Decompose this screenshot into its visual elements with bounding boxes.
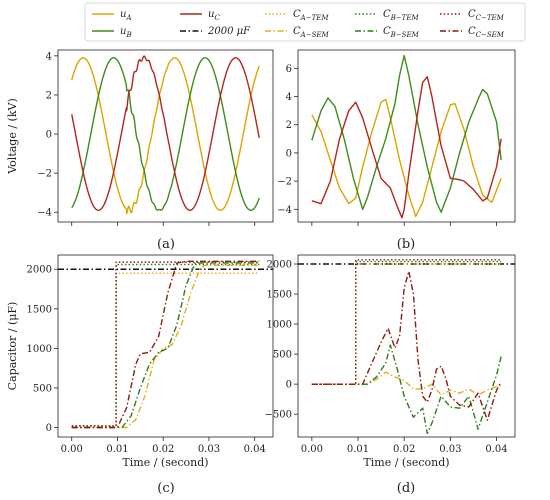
y-tick-label: 2 xyxy=(46,90,52,101)
x-tick-label: 0.00 xyxy=(301,444,323,455)
legend-label-CBSEM: CB−SEM xyxy=(383,26,420,39)
series-line-C-C-SEM xyxy=(71,260,260,429)
legend: uA uC CA−TEM CB−TEM CC−TEM uB 2000 μF CA−SEM CB−… xyxy=(84,2,526,42)
y-tick-label: 0 xyxy=(46,423,52,434)
x-tick-label: 0.03 xyxy=(439,444,461,455)
y-tick-label: −500 xyxy=(265,410,292,421)
panel-a: −4 −2 0 2 4 Voltage / (kV) xyxy=(6,49,274,226)
y-axis-label: Capacitor / (μF) xyxy=(6,302,19,391)
panel-label-b: (b) xyxy=(397,237,415,252)
series-line-u-C xyxy=(71,55,260,211)
y-tick-label: 1500 xyxy=(267,290,292,301)
y-tick-label: 0 xyxy=(286,148,292,159)
y-tick-label: 0 xyxy=(286,380,292,391)
x-tick-label: 0.00 xyxy=(61,444,83,455)
x-axis-label: Time / (second) xyxy=(363,456,449,469)
y-tick-label: 500 xyxy=(33,383,52,394)
y-tick-label: 1000 xyxy=(267,320,292,331)
y-tick-label: −2 xyxy=(277,177,292,188)
legend-label-CCTEM: CC−TEM xyxy=(468,9,505,22)
x-tick-label: 0.02 xyxy=(393,444,415,455)
plot-area xyxy=(58,260,273,429)
y-tick-label: 1500 xyxy=(27,304,52,315)
y-tick-label: −2 xyxy=(37,169,52,180)
legend-label-CBTEM: CB−TEM xyxy=(383,9,419,22)
axes-frame xyxy=(297,254,516,438)
x-tick-label: 0.01 xyxy=(106,444,128,455)
axes-frame xyxy=(57,254,274,438)
series-line-C-A-SEM xyxy=(71,264,260,429)
panel-b: −4 −2 0 2 4 6 xyxy=(277,49,516,226)
series-line-u-C xyxy=(311,76,502,219)
axes-frame xyxy=(57,49,274,223)
x-tick-label: 0.03 xyxy=(198,444,220,455)
x-axis-label: Time / (second) xyxy=(122,456,208,469)
series-line-u-A xyxy=(71,57,260,215)
legend-label-CASEM: CA−SEM xyxy=(293,26,329,39)
series-line-C-B-SEM xyxy=(311,344,502,435)
series-line-C-C-SEM xyxy=(311,270,502,421)
y-tick-label: 4 xyxy=(46,51,52,62)
panel-d: −500 0 500 1000 1500 2000 0.00 0.01 0.02 0.03 0.04… xyxy=(265,254,516,469)
series-line-C-C-TEM xyxy=(311,259,502,385)
series-line-u-B xyxy=(311,54,502,213)
x-tick-label: 0.01 xyxy=(347,444,369,455)
x-tick-label: 0.04 xyxy=(485,444,507,455)
series-line-C-B-SEM xyxy=(71,262,260,429)
plot-area xyxy=(71,55,260,215)
y-tick-label: 0 xyxy=(46,130,52,141)
y-tick-label: 2000 xyxy=(27,265,52,276)
legend-label-uA: uA xyxy=(120,9,132,22)
x-tick-label: 0.02 xyxy=(152,444,174,455)
series-line-u-B xyxy=(71,57,260,211)
x-tick-label: 0.04 xyxy=(244,444,266,455)
legend-label-uC: uC xyxy=(208,9,220,22)
y-tick-label: −4 xyxy=(277,205,292,216)
y-tick-label: 6 xyxy=(286,64,292,75)
panel-c: 0 500 1000 1500 2000 0.00 0.01 0.02 0.03 0.04 Capa… xyxy=(6,254,274,469)
series-line-C-C-TEM xyxy=(71,261,260,427)
legend-label-CATEM: CA−TEM xyxy=(293,9,329,22)
y-tick-label: 2000 xyxy=(267,260,292,271)
legend-label-CCSEM: CC−SEM xyxy=(468,26,505,39)
series-line-u-A xyxy=(311,98,502,218)
y-tick-label: 2 xyxy=(286,120,292,131)
legend-label-C2000: 2000 μF xyxy=(207,26,251,37)
panel-label-a: (a) xyxy=(157,237,175,252)
panel-label-c: (c) xyxy=(157,481,174,496)
y-tick-label: 1000 xyxy=(27,344,52,355)
plot-area xyxy=(298,259,515,435)
series-line-C-A-SEM xyxy=(311,371,502,396)
series-line-C-B-TEM xyxy=(71,263,260,427)
legend-label-uB: uB xyxy=(120,26,132,39)
y-tick-label: 500 xyxy=(273,350,292,361)
y-tick-label: 4 xyxy=(286,92,292,103)
y-axis-label: Voltage / (kV) xyxy=(6,98,19,175)
panel-label-d: (d) xyxy=(397,481,415,496)
y-tick-label: −4 xyxy=(37,208,52,219)
axes-frame xyxy=(297,49,516,223)
plot-area xyxy=(311,54,502,219)
